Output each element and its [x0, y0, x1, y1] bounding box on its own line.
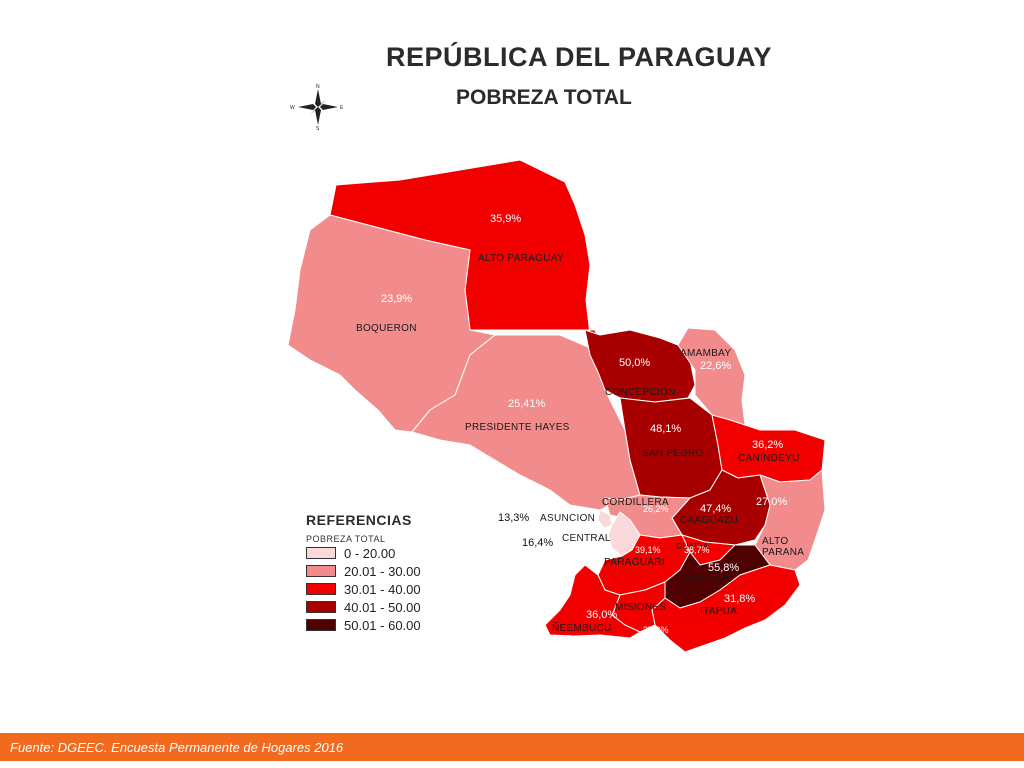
- pct-asuncion: 13,3%: [498, 512, 529, 524]
- legend-item: 40.01 - 50.00: [306, 598, 476, 616]
- region-amambay[interactable]: [677, 327, 746, 436]
- legend-item: 0 - 20.00: [306, 544, 476, 562]
- compass-e-label: E: [340, 105, 344, 111]
- legend-swatch: [306, 619, 336, 631]
- compass-n-label: N: [316, 84, 320, 90]
- label-caaguazu: CAAGUAZU: [680, 515, 738, 526]
- pct-misiones: 37,8%: [643, 625, 669, 635]
- legend-item: 30.01 - 40.00: [306, 580, 476, 598]
- legend-label: 30.01 - 40.00: [344, 581, 421, 597]
- legend-label: 20.01 - 30.00: [344, 563, 421, 579]
- pct-guaira: 38,7%: [684, 545, 710, 555]
- legend-item: 20.01 - 30.00: [306, 562, 476, 580]
- pct-canindeyu: 36,2%: [752, 439, 783, 451]
- pct-itapua: 31,8%: [724, 593, 755, 605]
- label-central: CENTRAL: [562, 533, 611, 544]
- pct-concepcion: 50,0%: [619, 357, 650, 369]
- pct-alto-parana: 27,0%: [756, 496, 787, 508]
- label-concepcion: CONCEPCION: [605, 387, 676, 398]
- legend-label: 40.01 - 50.00: [344, 599, 421, 615]
- legend-item: 50.01 - 60.00: [306, 616, 476, 634]
- label-alto-parana-2: PARANA: [762, 547, 804, 558]
- pct-paraguari: 39,1%: [635, 545, 661, 555]
- legend-swatch: [306, 565, 336, 577]
- label-san-pedro: SAN PEDRO: [642, 448, 704, 459]
- compass-s-label: S: [316, 126, 320, 130]
- paraguay-map: ALTO PARAGUAY BOQUERON PRESIDENTE HAYES …: [287, 159, 826, 653]
- map-title: REPÚBLICA DEL PARAGUAY: [386, 42, 773, 72]
- pct-alto-paraguay: 35,9%: [490, 213, 521, 225]
- pct-central: 16,4%: [522, 537, 553, 549]
- legend-swatch: [306, 547, 336, 559]
- label-amambay: AMAMBAY: [680, 348, 731, 359]
- region-concepcion[interactable]: [584, 329, 696, 403]
- compass-rose-icon: N S W E: [290, 84, 344, 130]
- footer-bar: Fuente: DGEEC. Encuesta Permanente de Ho…: [0, 733, 1024, 761]
- label-alto-paraguay: ALTO PARAGUAY: [478, 253, 564, 264]
- label-misiones: MISIONES: [615, 602, 666, 613]
- region-neembucu[interactable]: [544, 564, 641, 639]
- label-caazapa: CAAZAPA: [683, 574, 731, 585]
- legend-swatch: [306, 583, 336, 595]
- region-boqueron[interactable]: [287, 214, 496, 433]
- label-cordillera: CORDILLERA: [602, 497, 669, 508]
- legend-label: 50.01 - 60.00: [344, 617, 421, 633]
- label-boqueron: BOQUERON: [356, 323, 417, 334]
- pct-cordillera: 26,2%: [643, 504, 669, 514]
- pct-presidente-hayes: 25,41%: [508, 398, 546, 410]
- pct-neembucu: 36,0%: [586, 609, 617, 621]
- label-presidente-hayes: PRESIDENTE HAYES: [465, 422, 570, 433]
- footer-source: Fuente: DGEEC. Encuesta Permanente de Ho…: [10, 740, 344, 755]
- map-legend: REFERENCIAS POBREZA TOTAL 0 - 20.00 20.01…: [306, 512, 476, 634]
- legend-swatch: [306, 601, 336, 613]
- pct-san-pedro: 48,1%: [650, 423, 681, 435]
- label-itapua: ITAPUA: [700, 606, 737, 617]
- legend-title: REFERENCIAS: [306, 512, 412, 528]
- pct-caazapa: 55,8%: [708, 562, 739, 574]
- map-subtitle: POBREZA TOTAL: [456, 86, 632, 109]
- region-presidente-hayes[interactable]: [411, 334, 641, 511]
- compass-w-label: W: [290, 105, 295, 111]
- label-guaira: GUAIRA: [676, 542, 709, 551]
- label-neembucu: ÑEEMBUCU: [552, 621, 612, 634]
- label-asuncion: ASUNCION: [540, 513, 595, 524]
- label-alto-parana: ALTO: [762, 536, 788, 547]
- pct-boqueron: 23,9%: [381, 293, 412, 305]
- pct-amambay: 22,6%: [700, 360, 731, 372]
- legend-label: 0 - 20.00: [344, 545, 396, 561]
- label-canindeyu: CANINDEYU: [738, 453, 800, 464]
- legend-subtitle: POBREZA TOTAL: [306, 534, 386, 544]
- label-paraguari: PARAGUARI: [604, 557, 665, 568]
- pct-caaguazu: 47,4%: [700, 503, 731, 515]
- legend-items: 0 - 20.00 20.01 - 30.00 30.01 - 40.00 40.01…: [306, 544, 476, 634]
- region-itapua[interactable]: [651, 564, 801, 653]
- region-asuncion[interactable]: [597, 509, 613, 529]
